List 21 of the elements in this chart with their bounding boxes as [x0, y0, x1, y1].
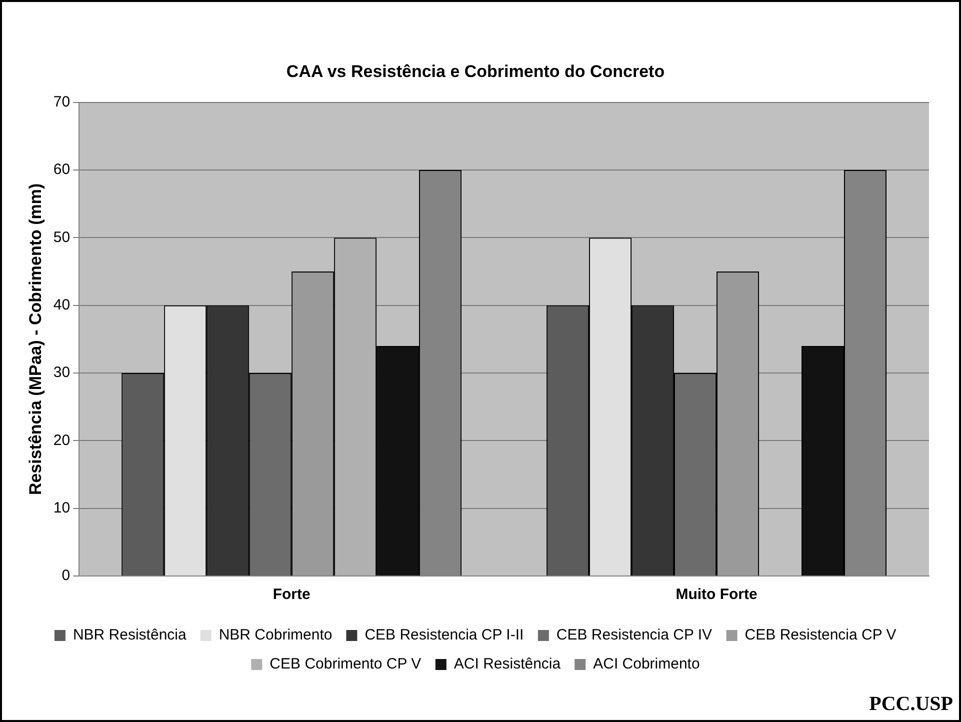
- legend-label: CEB Cobrimento CP V: [270, 656, 422, 673]
- y-tick-label: 10: [53, 499, 70, 516]
- y-axis-title: Resistência (MPaa) - Cobrimento (mm): [26, 183, 45, 496]
- chart-title: CAA vs Resistência e Cobrimento do Concreto: [286, 62, 665, 81]
- y-tick-label: 0: [62, 567, 70, 584]
- legend-label: CEB Resistencia CP I-II: [364, 626, 524, 644]
- y-tick-label: 60: [53, 161, 70, 178]
- y-tick-label: 70: [53, 94, 70, 111]
- legend-label: NBR Cobrimento: [218, 626, 332, 644]
- legend-label: ACI Cobrimento: [593, 656, 700, 673]
- y-tick-label: 20: [53, 432, 70, 449]
- text: PCC.USP: [869, 693, 953, 716]
- legend-label: NBR Resistência: [72, 626, 187, 644]
- y-tick-label: 50: [53, 228, 70, 246]
- y-tick-label: 30: [53, 364, 70, 382]
- x-tick-label: Muito Forte: [676, 586, 758, 604]
- legend-label: CEB Resistencia CP IV: [556, 626, 712, 644]
- x-tick-label: Forte: [272, 586, 310, 604]
- legend-label: ACI Resistência: [454, 656, 562, 673]
- y-tick-label: 40: [53, 296, 70, 314]
- legend-label: CEB Resistencia CP V: [744, 626, 896, 644]
